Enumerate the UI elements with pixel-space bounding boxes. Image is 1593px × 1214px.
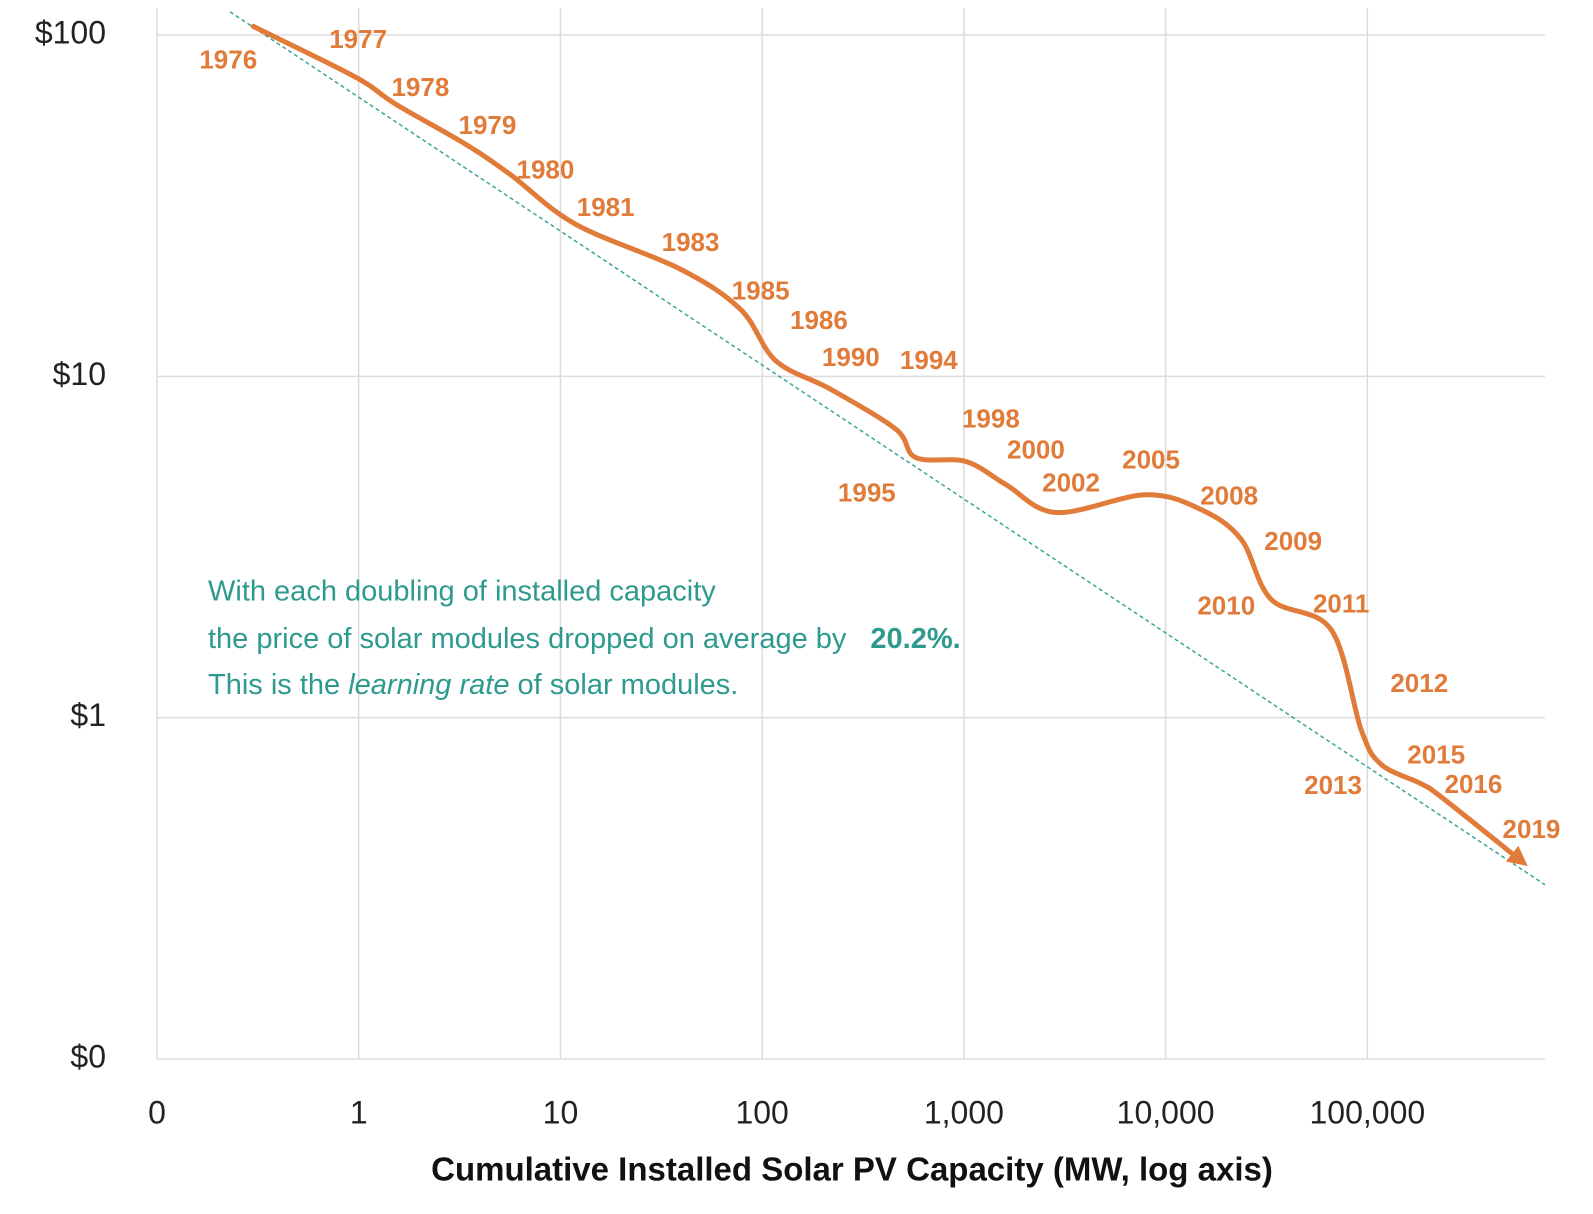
price-line <box>250 23 1528 867</box>
year-label: 1976 <box>199 44 257 74</box>
year-label: 2016 <box>1445 769 1503 799</box>
year-label: 2008 <box>1200 480 1258 510</box>
annotation-italic: learning rate <box>348 669 509 701</box>
x-tick-label: 100 <box>735 1094 788 1130</box>
year-label: 1977 <box>329 24 387 54</box>
year-label: 1994 <box>900 345 958 375</box>
year-label: 2015 <box>1407 740 1465 770</box>
annotation-text: of solar modules. <box>518 669 739 701</box>
year-label: 2019 <box>1503 814 1561 844</box>
trend-line <box>229 11 1546 886</box>
year-label: 1983 <box>662 227 720 257</box>
year-label: 2011 <box>1313 589 1369 619</box>
year-label: 2000 <box>1007 434 1065 464</box>
year-label: 1978 <box>391 72 449 102</box>
year-label: 1986 <box>790 305 848 335</box>
year-label: 2013 <box>1304 770 1362 800</box>
year-label: 1995 <box>838 477 896 507</box>
x-axis-title: Cumulative Installed Solar PV Capacity (… <box>431 1151 1273 1188</box>
year-label: 2002 <box>1042 467 1100 497</box>
year-label: 2010 <box>1197 590 1255 620</box>
x-tick-label: 1,000 <box>924 1094 1004 1130</box>
year-label: 1985 <box>732 275 790 305</box>
x-tick-label: 10,000 <box>1117 1094 1215 1130</box>
y-tick-label: $0 <box>70 1038 106 1074</box>
year-label: 1979 <box>458 110 516 140</box>
y-tick-label: $1 <box>70 697 106 733</box>
annotation-text: This is the <box>208 669 340 701</box>
year-label: 2009 <box>1264 526 1322 556</box>
year-label: 2012 <box>1390 668 1448 698</box>
x-tick-label: 1 <box>350 1094 368 1130</box>
year-label: 2005 <box>1122 445 1180 475</box>
annotation: This is the learning rate of solar modul… <box>208 669 738 701</box>
learning-rate-value: 20.2%. <box>870 623 960 655</box>
year-label: 1980 <box>517 154 575 184</box>
y-tick-label: $10 <box>53 356 106 392</box>
x-tick-label: 10 <box>543 1094 579 1130</box>
annotation: With each doubling of installed capacity <box>208 576 716 608</box>
year-label: 1981 <box>577 192 635 222</box>
x-tick-label: 100,000 <box>1309 1094 1425 1130</box>
year-label: 1990 <box>822 342 880 372</box>
x-tick-label: 0 <box>148 1094 166 1130</box>
annotation: the price of solar modules dropped on av… <box>208 623 961 655</box>
y-tick-label: $100 <box>35 14 106 50</box>
annotation-text: the price of solar modules dropped on av… <box>208 623 847 655</box>
year-label: 1998 <box>962 403 1020 433</box>
